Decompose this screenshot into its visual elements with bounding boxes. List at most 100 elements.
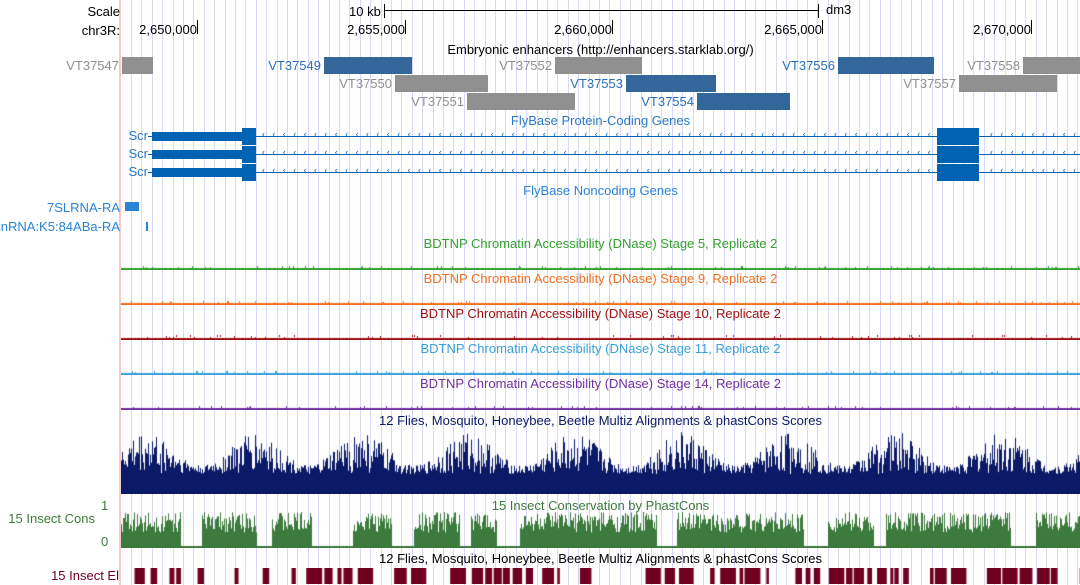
gene-exon[interactable] — [937, 128, 979, 145]
grid-line — [391, 0, 392, 585]
strand-arrow-icon: ‹ — [594, 129, 598, 139]
strand-arrow-icon: ‹ — [792, 147, 796, 157]
dnase-track-title[interactable]: BDTNP Chromatin Accessibility (DNase) St… — [423, 236, 778, 251]
grid-line — [183, 0, 184, 585]
enhancer-bar[interactable] — [697, 93, 790, 110]
enhancer-label[interactable]: VT37556 — [782, 58, 835, 73]
gene-label[interactable]: Scr — [128, 146, 149, 161]
gene-exon[interactable] — [242, 164, 256, 181]
grid-line — [463, 0, 465, 585]
enhancer-bar[interactable] — [626, 75, 716, 92]
gene-exon[interactable] — [242, 146, 256, 163]
strand-arrow-icon: ‹ — [865, 129, 869, 139]
grid-line — [1004, 0, 1006, 585]
enhancer-label[interactable]: VT37553 — [570, 76, 623, 91]
gene-intron-line[interactable] — [148, 172, 1080, 173]
enhancer-bar[interactable] — [1023, 57, 1080, 74]
noncoding-gene-7slrna[interactable] — [125, 202, 139, 211]
elements-title[interactable]: 12 Flies, Mosquito, Honeybee, Beetle Mul… — [379, 551, 822, 566]
strand-arrow-icon: ‹ — [761, 129, 765, 139]
enhancer-label[interactable]: VT37549 — [268, 58, 321, 73]
grid-line — [422, 0, 424, 585]
protein-genes-title[interactable]: FlyBase Protein-Coding Genes — [510, 113, 691, 128]
noncoding-genes-title[interactable]: FlyBase Noncoding Genes — [523, 183, 678, 198]
position-tick — [612, 20, 613, 34]
dnase-signal[interactable] — [121, 293, 1080, 305]
phastcons-label[interactable]: 15 Insect Cons — [8, 511, 95, 526]
enhancer-label[interactable]: VT37557 — [903, 76, 956, 91]
enhancer-bar[interactable] — [467, 93, 575, 110]
strand-arrow-icon: ‹ — [990, 129, 993, 139]
gene-utr-block[interactable] — [152, 132, 250, 141]
multiz-signal[interactable] — [121, 432, 1080, 494]
grid-line — [495, 0, 496, 585]
grid-line — [443, 0, 444, 585]
conserved-elements[interactable] — [121, 568, 1080, 584]
strand-arrow-icon: ‹ — [730, 165, 733, 175]
strand-arrow-icon: ‹ — [459, 129, 463, 139]
grid-line — [713, 0, 715, 585]
grid-lines — [121, 0, 1080, 585]
gene-exon[interactable] — [937, 164, 979, 181]
strand-arrow-icon: ‹ — [823, 129, 827, 139]
strand-arrow-icon: ‹ — [1010, 147, 1014, 157]
strand-arrow-icon: ‹ — [1052, 147, 1056, 157]
dnase-signal[interactable] — [121, 258, 1080, 270]
enhancers-title[interactable]: Embryonic enhancers (http://enhancers.st… — [447, 42, 754, 57]
grid-line — [474, 0, 476, 585]
strand-arrow-icon: ‹ — [303, 129, 307, 139]
gene-label[interactable]: Scr — [128, 128, 149, 143]
multiz-title[interactable]: 12 Flies, Mosquito, Honeybee, Beetle Mul… — [379, 413, 822, 428]
enhancer-label[interactable]: VT37552 — [499, 58, 552, 73]
gene-utr-block[interactable] — [152, 150, 250, 159]
grid-line — [172, 0, 174, 585]
dnase-signal[interactable] — [121, 328, 1080, 340]
gene-label[interactable]: Scr — [128, 164, 149, 179]
strand-arrow-icon: ‹ — [844, 129, 848, 139]
enhancer-bar[interactable] — [838, 57, 934, 74]
strand-arrow-icon: ‹ — [1042, 165, 1045, 175]
enhancer-bar[interactable] — [395, 75, 488, 92]
elements-label[interactable]: 15 Insect El — [51, 568, 119, 583]
strand-arrow-icon: ‹ — [584, 165, 588, 175]
enhancer-bar[interactable] — [122, 57, 153, 74]
phastcons-signal[interactable] — [121, 512, 1080, 548]
noncoding-gene-snrna[interactable] — [146, 222, 148, 231]
gene-exon[interactable] — [937, 146, 979, 163]
gene-intron-line[interactable] — [148, 154, 1080, 155]
dnase-signal[interactable] — [121, 363, 1080, 375]
strand-arrow-icon: ‹ — [459, 165, 463, 175]
dnase-signal[interactable] — [121, 398, 1080, 410]
phastcons-title[interactable]: 15 Insect Conservation by PhastCons — [491, 498, 710, 513]
enhancer-label[interactable]: VT37550 — [339, 76, 392, 91]
gene-exon[interactable] — [242, 128, 256, 145]
strand-arrow-icon: ‹ — [407, 165, 411, 175]
enhancer-label[interactable]: VT37554 — [641, 94, 694, 109]
dnase-track-title[interactable]: BDTNP Chromatin Accessibility (DNase) St… — [420, 341, 781, 356]
enhancer-label[interactable]: VT37551 — [411, 94, 464, 109]
gene-utr-block[interactable] — [152, 168, 250, 177]
dnase-track-title[interactable]: BDTNP Chromatin Accessibility (DNase) St… — [419, 306, 782, 321]
grid-line — [141, 0, 143, 585]
dnase-track-title[interactable]: BDTNP Chromatin Accessibility (DNase) St… — [419, 376, 782, 391]
strand-arrow-icon: ‹ — [428, 129, 432, 139]
strand-arrow-icon: ‹ — [1021, 165, 1025, 175]
grid-line — [193, 0, 195, 585]
enhancer-bar[interactable] — [555, 57, 642, 74]
gene-intron-line[interactable] — [148, 136, 1080, 137]
grid-line — [453, 0, 455, 585]
enhancer-label[interactable]: VT37547 — [66, 58, 119, 73]
enhancer-bar[interactable] — [324, 57, 412, 74]
enhancer-bar[interactable] — [959, 75, 1057, 92]
noncoding-gene-label[interactable]: snRNA:K5:84ABa-RA — [0, 219, 120, 234]
enhancer-label[interactable]: VT37558 — [967, 58, 1020, 73]
strand-arrow-icon: ‹ — [1062, 129, 1066, 139]
strand-arrow-icon: ‹ — [438, 147, 442, 157]
dnase-track-title[interactable]: BDTNP Chromatin Accessibility (DNase) St… — [423, 271, 778, 286]
strand-arrow-icon: ‹ — [397, 165, 401, 175]
strand-arrow-icon: ‹ — [678, 165, 681, 175]
position-tick-label: 2,665,000 — [764, 22, 822, 37]
noncoding-gene-label[interactable]: 7SLRNA-RA — [47, 200, 120, 215]
grid-line — [515, 0, 517, 585]
strand-arrow-icon: ‹ — [709, 165, 713, 175]
